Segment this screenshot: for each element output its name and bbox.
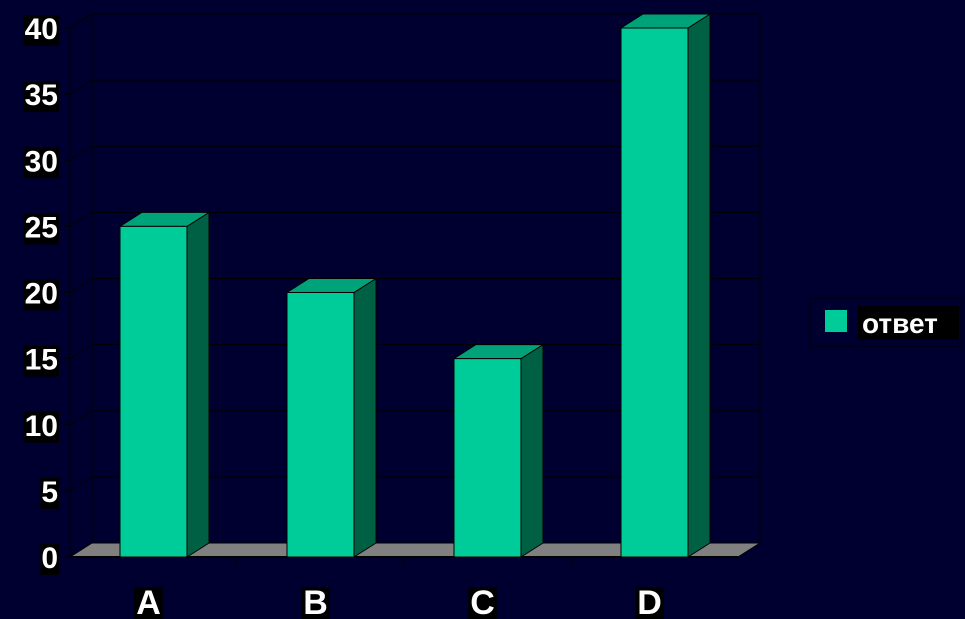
gridline-side: [69, 344, 93, 360]
x-tick-label: B: [303, 584, 328, 619]
gridline-side: [69, 79, 93, 95]
y-tick-label: 40: [25, 13, 58, 46]
legend-swatch: [825, 310, 847, 332]
bar-side: [353, 277, 377, 558]
legend-label: ответ: [862, 308, 938, 339]
x-tick-label-bg: [468, 587, 497, 619]
y-tick-label: 0: [41, 542, 58, 575]
x-tick-label: C: [470, 584, 495, 619]
legend-label-bg: [858, 306, 959, 340]
bar-side: [687, 13, 711, 558]
y-tick-label-bg: [23, 15, 59, 46]
y-tick-label: 15: [25, 344, 58, 377]
x-tick-label: A: [136, 584, 161, 619]
y-tick-label: 10: [25, 410, 58, 443]
y-tick-label: 35: [25, 79, 58, 112]
y-tick-label-bg: [23, 411, 59, 443]
gridline-side: [69, 476, 93, 492]
gridline-side: [69, 145, 93, 161]
y-tick-label-bg: [23, 147, 59, 179]
y-tick-label-bg: [40, 477, 59, 509]
y-tick-label-bg: [23, 213, 59, 245]
gridline-side: [69, 211, 93, 227]
y-tick-label: 5: [41, 476, 58, 509]
bar-side: [520, 343, 544, 558]
gridline-side: [69, 410, 93, 426]
bar: [452, 343, 545, 558]
bar-front: [119, 225, 188, 558]
y-tick-label-bg: [23, 345, 59, 377]
bar-side: [186, 211, 210, 558]
x-tick-label-bg: [635, 587, 664, 619]
y-tick-label: 30: [25, 145, 58, 178]
x-tick-label-bg: [134, 587, 163, 619]
gridline-side: [69, 278, 93, 293]
y-tick-label-bg: [23, 279, 59, 311]
bar: [285, 277, 378, 558]
bar-series: [118, 13, 712, 558]
y-tick-label-bg: [40, 544, 59, 575]
y-axis: 0 5 10 15 20 25 30 35 40: [23, 13, 70, 575]
y-tick-label: 20: [25, 278, 58, 311]
y-tick-label-bg: [23, 81, 59, 113]
y-tick-label: 25: [25, 211, 58, 244]
bar: [619, 13, 712, 558]
x-tick-label: D: [637, 584, 662, 619]
legend: ответ: [809, 297, 963, 347]
bar-front: [286, 292, 355, 558]
bar-front: [453, 358, 522, 558]
x-axis: A B C D: [134, 557, 664, 619]
bar: [118, 211, 211, 558]
bar-front: [620, 27, 689, 558]
x-tick-label-bg: [301, 587, 330, 619]
gridline-side: [69, 13, 93, 29]
